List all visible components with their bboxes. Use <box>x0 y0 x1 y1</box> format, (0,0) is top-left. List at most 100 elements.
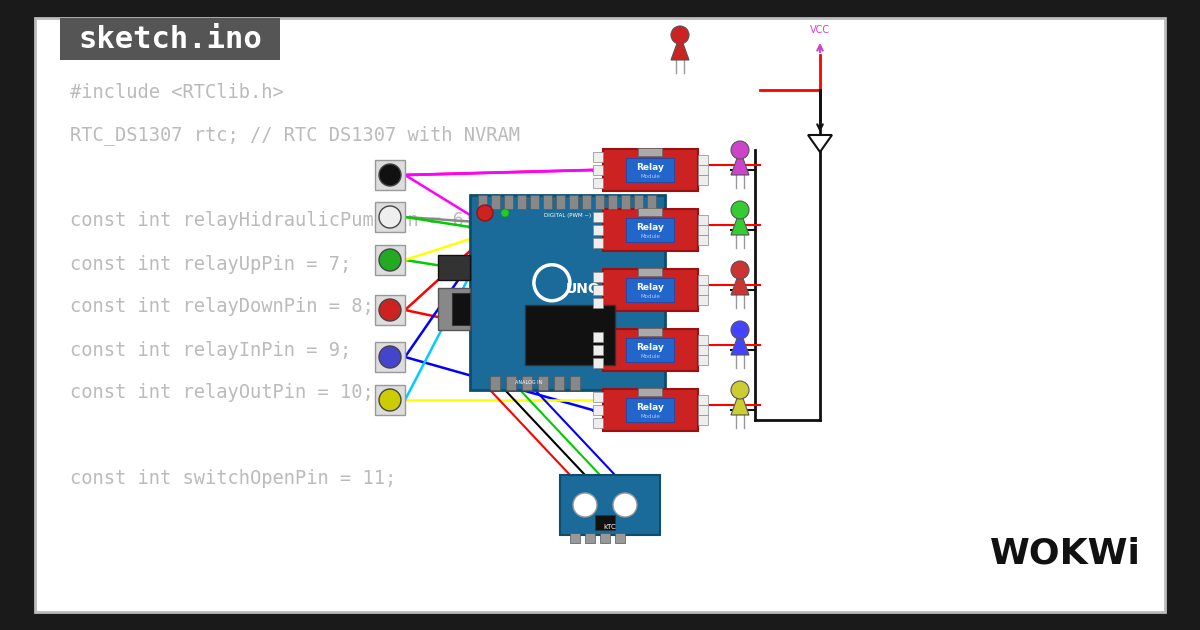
Bar <box>697 285 708 295</box>
Polygon shape <box>731 270 749 295</box>
Bar <box>593 165 602 175</box>
Bar <box>506 376 516 390</box>
Text: ANALOG IN: ANALOG IN <box>515 380 542 385</box>
Bar <box>593 225 602 235</box>
Bar <box>593 212 602 222</box>
Bar <box>634 195 643 209</box>
Text: const int switchOpenPin = 11;: const int switchOpenPin = 11; <box>70 469 396 488</box>
Circle shape <box>379 164 401 186</box>
Text: const int relayInPin = 9;: const int relayInPin = 9; <box>70 340 352 360</box>
Bar <box>593 418 602 428</box>
Bar <box>593 345 602 355</box>
Bar <box>638 328 662 336</box>
Bar <box>697 225 708 235</box>
Text: Module: Module <box>640 234 660 239</box>
Polygon shape <box>808 135 832 152</box>
Text: WOKWi: WOKWi <box>990 537 1140 571</box>
Bar <box>593 178 602 188</box>
Bar <box>530 195 539 209</box>
Bar <box>526 305 616 365</box>
Circle shape <box>574 493 598 517</box>
Bar <box>626 338 674 362</box>
Bar <box>542 195 552 209</box>
Text: kTC: kTC <box>604 524 617 530</box>
Bar <box>560 475 660 535</box>
Bar <box>522 376 532 390</box>
Circle shape <box>613 493 637 517</box>
Bar <box>593 392 602 402</box>
Circle shape <box>731 321 749 339</box>
Bar <box>638 388 662 396</box>
Bar <box>697 405 708 415</box>
Text: Module: Module <box>640 353 660 358</box>
Bar <box>582 195 592 209</box>
Circle shape <box>478 205 493 221</box>
Bar <box>374 160 406 190</box>
Circle shape <box>379 299 401 321</box>
Text: Module: Module <box>640 294 660 299</box>
Circle shape <box>731 261 749 279</box>
Bar <box>697 235 708 245</box>
Polygon shape <box>671 35 689 60</box>
Bar <box>626 398 674 422</box>
Bar <box>626 278 674 302</box>
Circle shape <box>671 26 689 44</box>
Text: sketch.ino: sketch.ino <box>78 25 262 54</box>
Bar <box>538 376 548 390</box>
Bar <box>622 195 630 209</box>
Circle shape <box>379 206 401 228</box>
Bar <box>554 376 564 390</box>
Bar <box>570 533 580 543</box>
Bar <box>374 385 406 415</box>
Bar <box>470 195 665 390</box>
Text: Relay: Relay <box>636 164 664 173</box>
Polygon shape <box>731 330 749 355</box>
Bar <box>374 202 406 232</box>
Text: RTC_DS1307 rtc; // RTC DS1307 with NVRAM: RTC_DS1307 rtc; // RTC DS1307 with NVRAM <box>70 125 520 145</box>
Bar <box>638 268 662 276</box>
Bar <box>593 272 602 282</box>
Polygon shape <box>731 390 749 415</box>
Text: Module: Module <box>640 413 660 418</box>
Text: const int relayDownPin = 8;: const int relayDownPin = 8; <box>70 297 373 316</box>
Bar <box>647 195 656 209</box>
Bar <box>697 275 708 285</box>
Bar <box>586 533 595 543</box>
Bar <box>602 389 697 431</box>
Bar <box>593 332 602 342</box>
Bar <box>638 148 662 156</box>
Bar <box>452 293 470 325</box>
Bar <box>593 285 602 295</box>
Text: #include <RTClib.h>: #include <RTClib.h> <box>70 83 283 101</box>
Bar <box>697 345 708 355</box>
Bar <box>600 533 610 543</box>
Bar <box>638 208 662 216</box>
Bar <box>569 195 578 209</box>
Circle shape <box>379 249 401 271</box>
Text: Relay: Relay <box>636 343 664 353</box>
Bar <box>374 342 406 372</box>
Text: VCC: VCC <box>810 25 830 35</box>
Bar <box>595 195 604 209</box>
Bar <box>478 195 487 209</box>
Bar <box>60 18 280 60</box>
Text: Relay: Relay <box>636 284 664 292</box>
Bar <box>570 376 580 390</box>
Bar <box>593 405 602 415</box>
Bar <box>490 376 500 390</box>
Bar <box>697 175 708 185</box>
Bar <box>556 195 565 209</box>
Text: const int relayUpPin = 7;: const int relayUpPin = 7; <box>70 255 352 273</box>
Circle shape <box>731 141 749 159</box>
Bar <box>697 155 708 165</box>
Bar <box>697 215 708 225</box>
Bar <box>697 415 708 425</box>
Bar <box>616 533 625 543</box>
Bar <box>593 358 602 368</box>
Bar <box>697 165 708 175</box>
Text: Relay: Relay <box>636 224 664 232</box>
Bar <box>491 195 500 209</box>
Bar <box>602 149 697 191</box>
Bar <box>626 218 674 242</box>
Polygon shape <box>731 150 749 175</box>
